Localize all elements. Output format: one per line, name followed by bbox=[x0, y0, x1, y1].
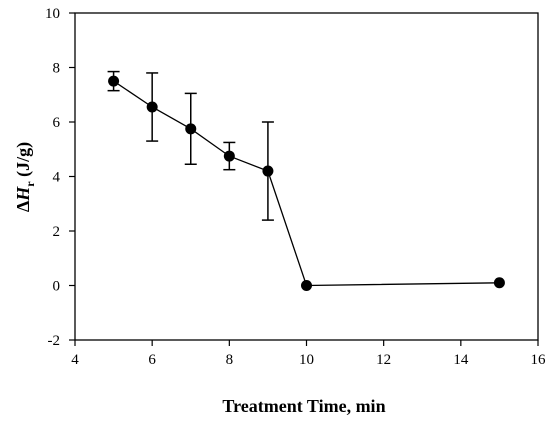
y-tick-label-6: 6 bbox=[53, 115, 61, 131]
data-point bbox=[223, 150, 235, 162]
data-point bbox=[146, 101, 158, 113]
y-axis-title-var: H bbox=[13, 186, 33, 202]
data-point bbox=[301, 280, 312, 291]
x-tick-label-14: 14 bbox=[453, 352, 469, 368]
x-tick-label-6: 6 bbox=[148, 352, 156, 368]
x-tick-label-12: 12 bbox=[376, 352, 391, 368]
y-tick-label-2: 2 bbox=[53, 224, 61, 240]
x-tick-label-8: 8 bbox=[226, 352, 234, 368]
y-axis-title-sub: r bbox=[23, 181, 37, 187]
y-axis-title-prefix: Δ bbox=[13, 201, 33, 212]
data-point bbox=[108, 75, 120, 87]
data-point bbox=[262, 165, 274, 177]
y-tick-label--2: -2 bbox=[48, 333, 61, 349]
ticks: 4 6 8 10 12 14 16 -2 0 2 4 6 8 10 bbox=[45, 6, 546, 368]
x-axis-title: Treatment Time, min bbox=[222, 396, 385, 416]
y-axis-title: ΔHr (J/g) bbox=[13, 142, 37, 212]
series-line bbox=[113, 80, 500, 287]
y-tick-label-8: 8 bbox=[53, 61, 61, 77]
x-tick-label-10: 10 bbox=[299, 352, 314, 368]
data-point bbox=[493, 277, 505, 289]
y-tick-label-10: 10 bbox=[45, 6, 60, 22]
y-axis-title-unit: (J/g) bbox=[13, 142, 34, 182]
y-tick-label-0: 0 bbox=[53, 279, 61, 295]
y-tick-label-4: 4 bbox=[53, 170, 61, 186]
series bbox=[107, 70, 505, 291]
x-tick-label-16: 16 bbox=[531, 352, 547, 368]
x-tick-label-4: 4 bbox=[71, 352, 79, 368]
data-point bbox=[185, 123, 197, 135]
